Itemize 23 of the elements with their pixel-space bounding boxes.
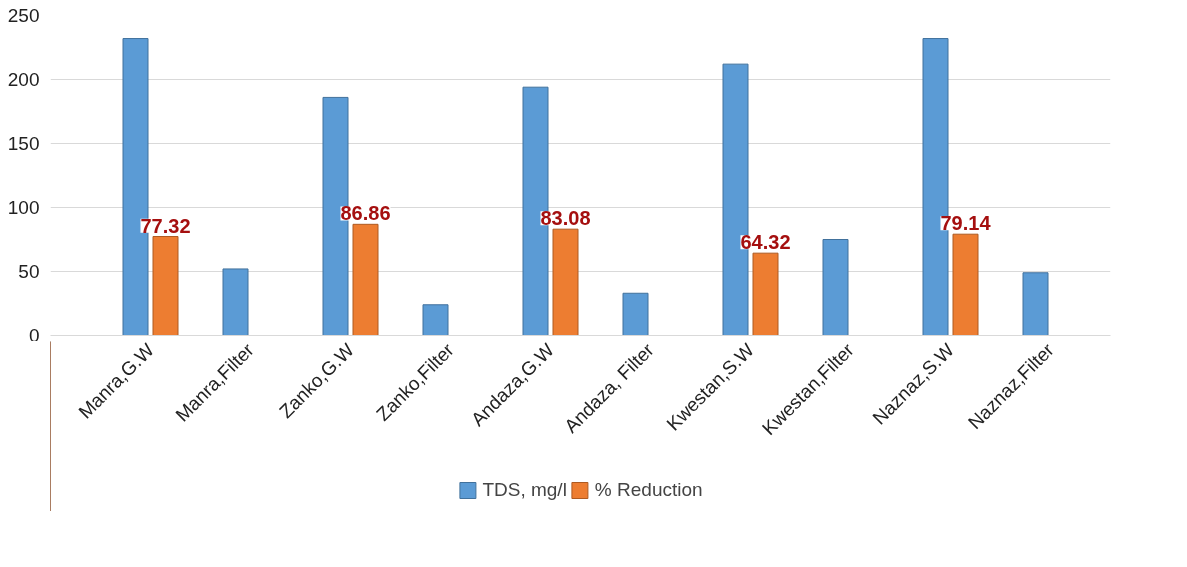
bar <box>952 233 979 336</box>
bar <box>422 304 449 336</box>
legend-label: TDS, mg/l <box>482 479 567 501</box>
y-tick-label: 250 <box>7 5 40 26</box>
bar <box>222 268 249 336</box>
data-label: 86.86 <box>340 202 391 225</box>
bar <box>752 252 779 336</box>
bar <box>352 223 379 336</box>
bar <box>622 292 649 336</box>
y-tick-label: 50 <box>18 261 40 282</box>
bar <box>1022 272 1049 336</box>
data-label: 79.14 <box>940 212 992 235</box>
data-label: 77.32 <box>140 214 191 237</box>
y-tick-label: 150 <box>7 133 40 154</box>
y-tick-label: 200 <box>7 69 40 90</box>
bar <box>552 228 579 336</box>
y-tick-label: 100 <box>7 197 40 218</box>
data-label: 83.08 <box>540 207 591 230</box>
data-label: 64.32 <box>740 231 791 254</box>
legend-label: % Reduction <box>594 479 703 501</box>
y-tick-label: 0 <box>28 324 40 346</box>
bar <box>822 239 849 336</box>
bar <box>152 236 179 336</box>
